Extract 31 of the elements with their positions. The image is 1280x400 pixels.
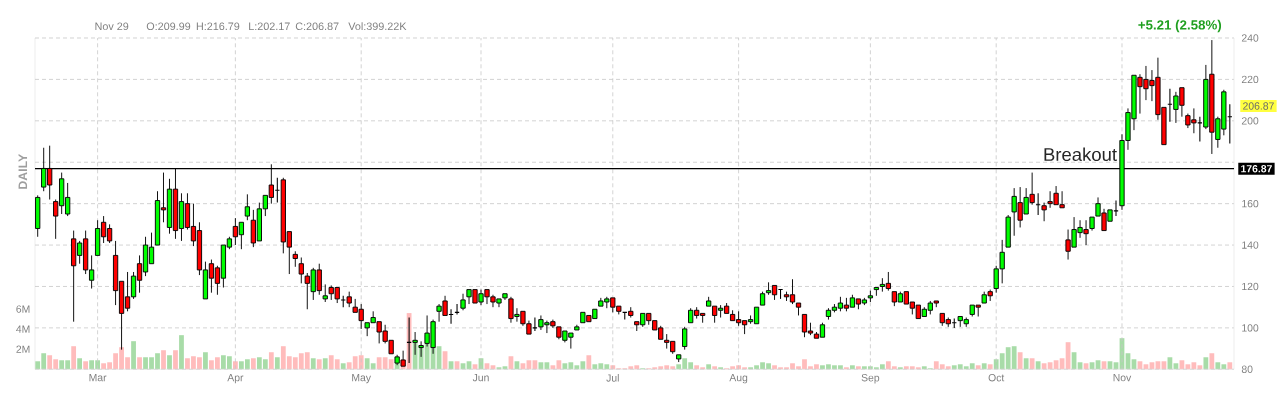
- text: DAILY: [18, 153, 28, 189]
- text: +5.21 (2.58%): [1138, 19, 1222, 33]
- y-tick-label: 220: [1241, 75, 1259, 84]
- y-tick-label: 160: [1242, 199, 1259, 208]
- x-tick-label: Jul: [606, 374, 619, 382]
- y2-tick-label: 2M: [16, 345, 30, 353]
- text: Nov 29: [95, 22, 129, 31]
- x-tick-label: Aug: [729, 374, 748, 384]
- y2-tick-label: 4M: [16, 325, 30, 333]
- text: L:202.17: [249, 22, 290, 31]
- text: C:206.87: [295, 22, 339, 31]
- x-tick-label: Apr: [227, 374, 244, 384]
- y-tick-label: 240: [1241, 34, 1259, 42]
- text: H:216.79: [196, 22, 240, 31]
- x-tick-label: Sep: [861, 374, 880, 384]
- ref-line-label: 176.87: [1241, 165, 1272, 173]
- text: O:209.99: [146, 22, 191, 31]
- y-tick-label: 120: [1242, 282, 1259, 291]
- y-tick-label: 80: [1241, 365, 1253, 373]
- text: 206.87: [1243, 102, 1274, 110]
- annotation: Breakout: [1044, 147, 1117, 162]
- x-tick-label: Oct: [988, 374, 1005, 382]
- y2-tick-label: 6M: [16, 305, 30, 313]
- x-tick-label: Nov: [1113, 374, 1132, 382]
- y-tick-label: 140: [1242, 241, 1259, 249]
- text: Vol:399.22K: [348, 22, 407, 31]
- y-tick-label: 200: [1241, 117, 1259, 125]
- y-tick-label: 100: [1242, 324, 1259, 332]
- x-tick-label: May: [352, 374, 371, 384]
- x-tick-label: Mar: [89, 374, 107, 382]
- x-tick-label: Jun: [472, 374, 489, 382]
